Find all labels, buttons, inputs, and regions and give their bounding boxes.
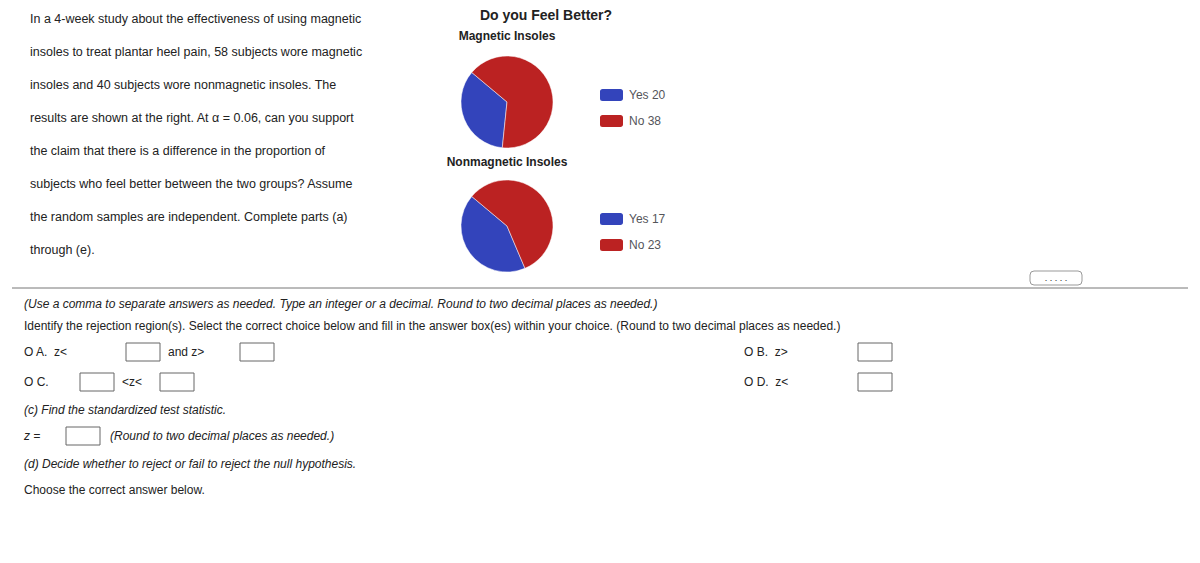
svg-text:(Round to two decimal places a: (Round to two decimal places as needed.) bbox=[110, 429, 334, 443]
svg-text:In a 4-week study about the ef: In a 4-week study about the effectivenes… bbox=[30, 12, 361, 26]
svg-text:z =: z = bbox=[23, 429, 40, 443]
svg-text:and z>: and z> bbox=[168, 345, 204, 359]
svg-text:Choose the correct answer belo: Choose the correct answer below. bbox=[24, 483, 205, 497]
svg-text:through (e).: through (e). bbox=[30, 243, 95, 257]
svg-text:<z<: <z< bbox=[122, 375, 142, 389]
svg-text:Yes 20: Yes 20 bbox=[629, 88, 666, 102]
svg-text:results are shown at the right: results are shown at the right. At α = 0… bbox=[30, 111, 354, 125]
svg-text:O A. z<: O A. z< bbox=[24, 345, 67, 359]
svg-text:Nonmagnetic Insoles: Nonmagnetic Insoles bbox=[447, 155, 568, 169]
svg-text:insoles to treat plantar heel: insoles to treat plantar heel pain, 58 s… bbox=[30, 45, 362, 59]
svg-text:Do you Feel Better?: Do you Feel Better? bbox=[480, 7, 612, 23]
svg-text:the random samples are indepen: the random samples are independent. Comp… bbox=[30, 210, 348, 224]
svg-text:Identify the rejection region(: Identify the rejection region(s). Select… bbox=[24, 319, 840, 333]
svg-text:subjects who feel better betwe: subjects who feel better between the two… bbox=[30, 177, 352, 191]
svg-text:O B. z>: O B. z> bbox=[744, 345, 788, 359]
svg-text:(Use a comma to separate answe: (Use a comma to separate answers as need… bbox=[24, 297, 657, 311]
svg-text:insoles and 40 subjects wore n: insoles and 40 subjects wore nonmagnetic… bbox=[30, 78, 336, 92]
svg-text:O D. z<: O D. z< bbox=[744, 375, 788, 389]
svg-text:No 38: No 38 bbox=[629, 114, 661, 128]
svg-text:Yes 17: Yes 17 bbox=[629, 212, 666, 226]
svg-text:No 23: No 23 bbox=[629, 238, 661, 252]
svg-text:the claim that there is a diff: the claim that there is a difference in … bbox=[30, 144, 326, 158]
svg-text:. . . . .: . . . . . bbox=[1045, 273, 1068, 283]
svg-text:Magnetic Insoles: Magnetic Insoles bbox=[459, 29, 556, 43]
svg-text:O C.: O C. bbox=[24, 375, 49, 389]
svg-text:(c) Find the standardized test: (c) Find the standardized test statistic… bbox=[24, 403, 226, 417]
svg-text:(d) Decide whether to reject o: (d) Decide whether to reject or fail to … bbox=[24, 457, 356, 471]
